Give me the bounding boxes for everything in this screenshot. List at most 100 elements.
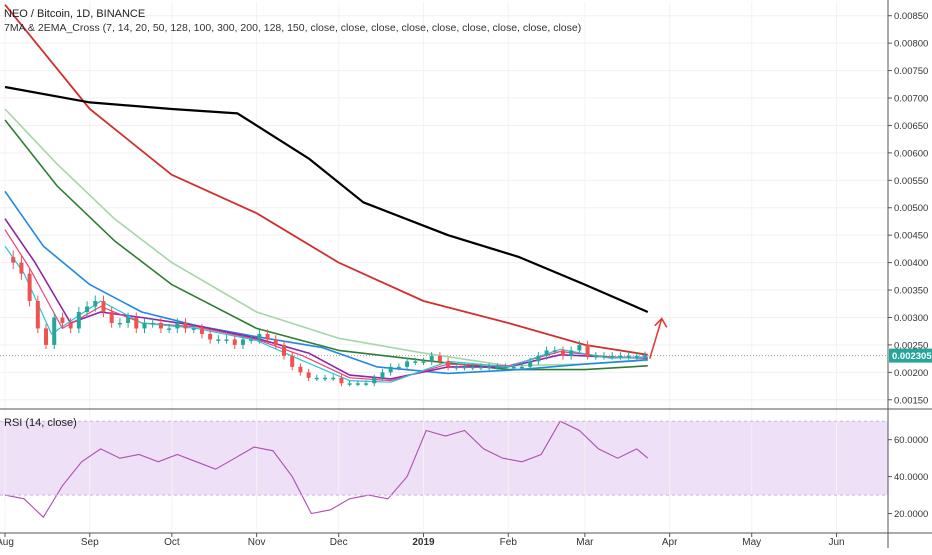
rsi-tick-label: 60.0000: [894, 435, 928, 446]
candle-body: [167, 328, 172, 330]
candle-body: [470, 366, 475, 369]
candle-body: [577, 344, 582, 351]
candle-body: [585, 344, 590, 356]
series-line-ema150: [4, 119, 648, 371]
candle-body: [446, 361, 451, 367]
candle-body: [68, 322, 73, 329]
candle-body: [536, 355, 541, 362]
price-tick-label: 0.00800: [894, 39, 928, 50]
price-tick-label: 0.00350: [894, 286, 928, 297]
rsi-legend: RSI (14, close): [4, 417, 77, 429]
time-tick-label: Nov: [248, 537, 266, 548]
candle-body: [257, 333, 262, 340]
candle-body: [593, 355, 598, 358]
price-tick-label: 0.00550: [894, 176, 928, 187]
last-price-tag: 0.002305: [889, 348, 932, 363]
time-tick-label: Sep: [81, 537, 99, 548]
candle-body: [208, 333, 213, 340]
candle-body: [519, 366, 524, 369]
candle-body: [602, 355, 607, 358]
price-tick-label: 0.00600: [894, 148, 928, 159]
time-tick-label: Mar: [576, 537, 594, 548]
candle-body: [232, 339, 237, 345]
candle-body: [52, 317, 57, 345]
candle-body: [405, 361, 410, 367]
candle-body: [429, 355, 434, 362]
candle-body: [339, 377, 344, 384]
time-tick-label: May: [742, 537, 761, 548]
candle-body: [142, 322, 147, 329]
candle-body: [421, 361, 426, 363]
candle-body: [240, 339, 245, 345]
candle-body: [60, 317, 65, 323]
candle-body: [610, 355, 615, 358]
series-line-ema200: [4, 4, 648, 356]
price-tick-label: 0.00500: [894, 203, 928, 214]
series-line-ma14: [4, 229, 648, 382]
price-tick-label: 0.00700: [894, 94, 928, 105]
last-price-tag-bg: [889, 348, 932, 363]
candle-body: [183, 322, 188, 329]
candle-body: [380, 372, 385, 378]
candle-body: [76, 311, 81, 329]
candle-body: [117, 322, 122, 325]
arrow-shaft: [649, 318, 663, 359]
time-tick-label: Oct: [164, 537, 180, 548]
candle-body: [364, 383, 369, 385]
candle-body: [413, 361, 418, 363]
price-tick-label: 0.00650: [894, 121, 928, 132]
rsi-tick-label: 20.0000: [894, 509, 928, 520]
time-tick-label: Feb: [500, 537, 518, 548]
candle-body: [19, 262, 24, 274]
time-tick-label: Aug: [0, 537, 14, 548]
candle-body: [462, 366, 467, 369]
candle-body: [347, 383, 352, 385]
series-line-ema300: [4, 85, 649, 314]
series-line-ema128_light: [4, 108, 648, 367]
candle-body: [224, 339, 229, 341]
candle-body: [454, 366, 459, 369]
rsi-band: [0, 421, 888, 496]
price-tick-label: 0.00200: [894, 368, 928, 379]
candle-body: [85, 306, 90, 312]
candle-body: [27, 273, 32, 302]
time-tick-label: Dec: [330, 537, 348, 548]
candle-body: [273, 339, 278, 345]
candle-body: [109, 311, 114, 323]
candle-body: [495, 366, 500, 369]
candle-body: [306, 372, 311, 378]
candle-body: [126, 317, 131, 323]
candle-body: [487, 366, 492, 369]
candle-body: [372, 377, 377, 384]
candle-body: [634, 355, 639, 358]
time-tick-label: Jun: [828, 537, 844, 548]
candle-body: [396, 366, 401, 369]
candle-body: [158, 322, 163, 329]
candle-body: [437, 355, 442, 362]
candle-body: [281, 344, 286, 356]
candle-body: [265, 333, 270, 340]
candle-body: [314, 377, 319, 380]
annotation-arrow: [649, 317, 668, 359]
candle-body: [528, 361, 533, 367]
candle-body: [552, 350, 557, 352]
time-tick-label: Apr: [662, 537, 678, 548]
candle-body: [388, 366, 393, 373]
candle-body: [199, 328, 204, 334]
rsi-tick-label: 40.0000: [894, 472, 928, 483]
candle-body: [249, 339, 254, 341]
candle-body: [216, 339, 221, 341]
candle-body: [101, 301, 106, 312]
candle-body: [323, 377, 328, 380]
candle-body: [331, 377, 336, 380]
candle-body: [191, 328, 196, 330]
candle-body: [511, 366, 516, 369]
candle-body: [150, 322, 155, 325]
candle-body: [134, 317, 139, 329]
candle-body: [298, 366, 303, 373]
symbol-title: NEO / Bitcoin, 1D, BINANCE: [4, 8, 146, 20]
candle-body: [44, 328, 49, 345]
candle-body: [560, 350, 565, 356]
